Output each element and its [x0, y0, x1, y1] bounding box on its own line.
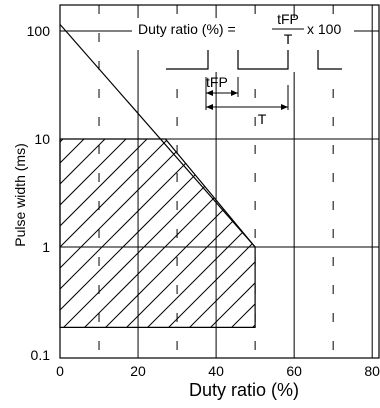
formula-multiplier: x 100 [307, 21, 341, 37]
hatch-line [60, 139, 188, 328]
pulse-waveform [166, 41, 342, 70]
tfp-arrow-left [206, 90, 213, 96]
hatch-line [283, 120, 380, 360]
hatch-line [60, 139, 167, 328]
y-tick-label: 1 [42, 239, 50, 255]
hatch-line [367, 120, 380, 360]
formula-annotation: Duty ratio (%) = tFP T x 100 [132, 11, 354, 50]
hatch-line [72, 139, 256, 328]
duty-ratio-limit-line [59, 24, 256, 248]
hatch-line [60, 139, 230, 328]
hatch-line [262, 120, 380, 360]
hatch-line [156, 139, 256, 328]
formula-numerator: tFP [277, 11, 299, 27]
axis-layer: 0 20 40 60 80 0.1 1 10 100 [27, 4, 380, 379]
y-tick-label: 0.1 [31, 347, 51, 363]
formula-denominator: T [284, 31, 293, 47]
hatch-line [60, 139, 209, 328]
plot-frame [59, 4, 380, 359]
hatch-line [240, 139, 256, 328]
hatch-line [177, 139, 256, 328]
formula-lhs: Duty ratio (%) = [138, 21, 236, 37]
x-tick-label: 0 [56, 363, 64, 379]
tfp-arrow-right [231, 90, 238, 96]
hatch-lines [60, 120, 380, 360]
x-tick-label: 40 [208, 363, 224, 379]
x-axis-title: Duty ratio (%) [189, 380, 299, 400]
hatch-line [304, 120, 380, 360]
safe-operating-region [59, 120, 380, 360]
hatch-line [219, 139, 256, 328]
hatch-line [114, 139, 256, 328]
hatch-line [93, 139, 256, 328]
period-arrow-right [281, 104, 288, 110]
y-tick-label: 100 [27, 23, 51, 39]
hatch-line [60, 139, 62, 328]
period-label: T [258, 111, 267, 127]
hatch-line [135, 139, 256, 328]
hatch-line [60, 139, 146, 328]
tfp-label: tFP [206, 74, 228, 90]
period-arrow-left [206, 104, 213, 110]
x-tick-label: 80 [364, 363, 380, 379]
hatch-line [198, 139, 256, 328]
series-layer [59, 24, 256, 248]
hatch-line [60, 139, 104, 328]
x-tick-label: 20 [130, 363, 146, 379]
y-axis-title: Pulse width (ms) [12, 143, 28, 246]
hatch-line [60, 139, 125, 328]
x-tick-label: 60 [286, 363, 302, 379]
y-tick-label: 10 [34, 131, 50, 147]
hatch-line [346, 120, 380, 360]
